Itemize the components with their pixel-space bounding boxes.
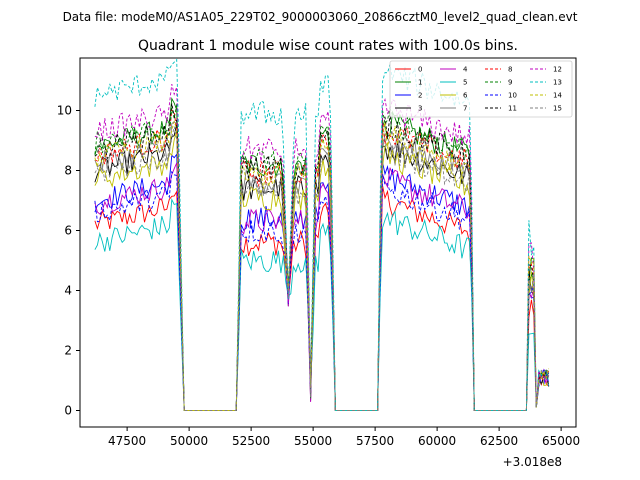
plot-lines [94, 58, 550, 411]
y-tick-label: 6 [64, 224, 72, 238]
chart-suptitle: Data file: modeM0/AS1A05_229T02_90000030… [63, 10, 578, 24]
legend-label: 9 [508, 79, 512, 87]
x-tick-label: 60000 [418, 434, 456, 448]
x-tick-label: 65000 [542, 434, 580, 448]
series-line-10 [94, 170, 550, 411]
chart-title: Quadrant 1 module wise count rates with … [138, 38, 518, 54]
x-offset-label: +3.018e8 [503, 455, 562, 469]
legend-label: 4 [463, 66, 468, 74]
series-line-4 [94, 162, 550, 411]
legend-label: 5 [463, 79, 467, 87]
x-tick-label: 47500 [108, 434, 146, 448]
legend-label: 11 [508, 105, 517, 113]
legend-label: 14 [553, 92, 562, 100]
series-line-13 [94, 58, 550, 411]
y-tick-label: 8 [64, 164, 72, 178]
legend-label: 6 [463, 92, 468, 100]
x-tick-label: 50000 [170, 434, 208, 448]
legend-label: 2 [418, 92, 422, 100]
legend-label: 7 [463, 105, 467, 113]
x-tick-label: 62500 [480, 434, 518, 448]
y-tick-label: 2 [64, 344, 72, 358]
legend-label: 15 [553, 105, 562, 113]
legend-label: 8 [508, 66, 512, 74]
y-tick-label: 4 [64, 284, 72, 298]
series-line-9 [94, 104, 549, 411]
legend-label: 0 [418, 66, 422, 74]
series-line-5 [94, 197, 550, 411]
series-line-15 [94, 126, 550, 411]
x-tick-label: 57500 [356, 434, 394, 448]
x-axis-ticks: 47500 50000 52500 55000 57500 60000 62500 65000 [108, 427, 580, 448]
legend-label: 1 [418, 79, 422, 87]
series-line-2 [94, 153, 549, 411]
legend-label: 13 [553, 79, 562, 87]
y-tick-label: 0 [64, 404, 72, 418]
y-tick-label: 10 [57, 104, 72, 118]
plot-frame [79, 57, 577, 428]
legend-label: 12 [553, 66, 562, 74]
x-tick-label: 55000 [294, 434, 332, 448]
legend-label: 3 [418, 105, 422, 113]
x-tick-label: 52500 [232, 434, 270, 448]
y-axis-ticks: 0 2 4 6 8 10 [57, 104, 80, 418]
legend-box [389, 60, 573, 118]
series-line-6 [94, 130, 550, 411]
legend-label: 10 [508, 92, 517, 100]
